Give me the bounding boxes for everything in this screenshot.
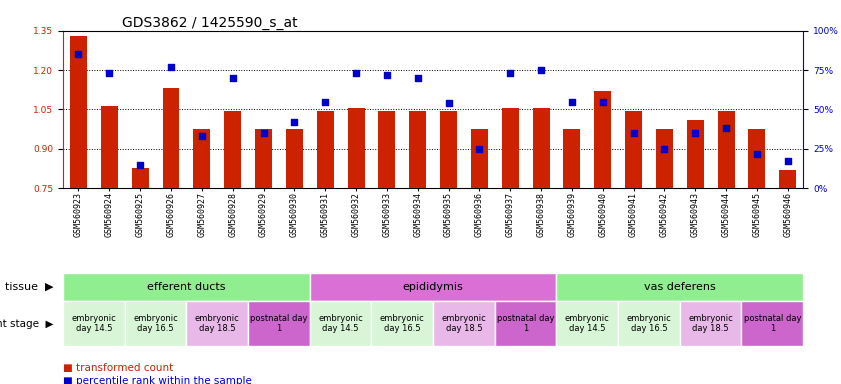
- Bar: [595, 91, 611, 188]
- Bar: [748, 129, 765, 188]
- Bar: [378, 111, 395, 188]
- Bar: [162, 88, 179, 188]
- Bar: [440, 111, 457, 188]
- Bar: [187, 301, 248, 346]
- Bar: [255, 129, 272, 188]
- Point: [257, 130, 270, 136]
- Text: embryonic
day 16.5: embryonic day 16.5: [133, 314, 178, 333]
- Bar: [656, 129, 673, 188]
- Bar: [680, 301, 742, 346]
- Bar: [63, 273, 309, 301]
- Bar: [717, 111, 734, 188]
- Bar: [625, 111, 642, 188]
- Text: postnatal day
1: postnatal day 1: [497, 314, 554, 333]
- Text: epididymis: epididymis: [403, 282, 463, 292]
- Point: [473, 146, 486, 152]
- Text: embryonic
day 16.5: embryonic day 16.5: [380, 314, 425, 333]
- Text: development stage  ▶: development stage ▶: [0, 318, 54, 329]
- Text: efferent ducts: efferent ducts: [147, 282, 225, 292]
- Bar: [317, 111, 334, 188]
- Bar: [563, 129, 580, 188]
- Text: embryonic
day 14.5: embryonic day 14.5: [71, 314, 116, 333]
- Point: [719, 125, 733, 131]
- Bar: [557, 273, 803, 301]
- Text: tissue  ▶: tissue ▶: [5, 282, 54, 292]
- Bar: [132, 169, 149, 188]
- Text: ■ percentile rank within the sample: ■ percentile rank within the sample: [63, 376, 252, 384]
- Bar: [286, 129, 303, 188]
- Bar: [63, 301, 124, 346]
- Point: [750, 151, 764, 157]
- Point: [71, 51, 85, 58]
- Bar: [309, 273, 557, 301]
- Bar: [742, 301, 803, 346]
- Point: [411, 75, 425, 81]
- Text: GDS3862 / 1425590_s_at: GDS3862 / 1425590_s_at: [122, 16, 298, 30]
- Point: [689, 130, 702, 136]
- Point: [627, 130, 640, 136]
- Bar: [347, 108, 364, 188]
- Bar: [372, 301, 433, 346]
- Bar: [410, 111, 426, 188]
- Point: [442, 100, 455, 106]
- Bar: [502, 108, 519, 188]
- Bar: [471, 129, 488, 188]
- Point: [349, 70, 362, 76]
- Text: ■ transformed count: ■ transformed count: [63, 363, 173, 373]
- Text: vas deferens: vas deferens: [644, 282, 716, 292]
- Bar: [618, 301, 680, 346]
- Bar: [687, 120, 704, 188]
- Point: [504, 70, 517, 76]
- Point: [164, 64, 177, 70]
- Bar: [557, 301, 618, 346]
- Bar: [70, 36, 87, 188]
- Text: embryonic
day 16.5: embryonic day 16.5: [627, 314, 671, 333]
- Bar: [225, 111, 241, 188]
- Point: [288, 119, 301, 125]
- Point: [658, 146, 671, 152]
- Point: [380, 72, 394, 78]
- Bar: [124, 301, 187, 346]
- Bar: [495, 301, 557, 346]
- Point: [565, 98, 579, 104]
- Bar: [433, 301, 495, 346]
- Bar: [532, 108, 549, 188]
- Point: [195, 133, 209, 139]
- Text: embryonic
day 18.5: embryonic day 18.5: [442, 314, 486, 333]
- Text: embryonic
day 18.5: embryonic day 18.5: [688, 314, 733, 333]
- Bar: [193, 129, 210, 188]
- Bar: [248, 301, 309, 346]
- Point: [596, 98, 610, 104]
- Text: postnatal day
1: postnatal day 1: [250, 314, 308, 333]
- Point: [134, 161, 147, 167]
- Text: embryonic
day 18.5: embryonic day 18.5: [195, 314, 240, 333]
- Point: [319, 98, 332, 104]
- Bar: [309, 301, 372, 346]
- Text: embryonic
day 14.5: embryonic day 14.5: [565, 314, 610, 333]
- Point: [781, 158, 795, 164]
- Text: postnatal day
1: postnatal day 1: [743, 314, 801, 333]
- Point: [534, 67, 547, 73]
- Bar: [101, 106, 118, 188]
- Text: embryonic
day 14.5: embryonic day 14.5: [318, 314, 363, 333]
- Point: [103, 70, 116, 76]
- Bar: [780, 170, 796, 188]
- Point: [226, 75, 240, 81]
